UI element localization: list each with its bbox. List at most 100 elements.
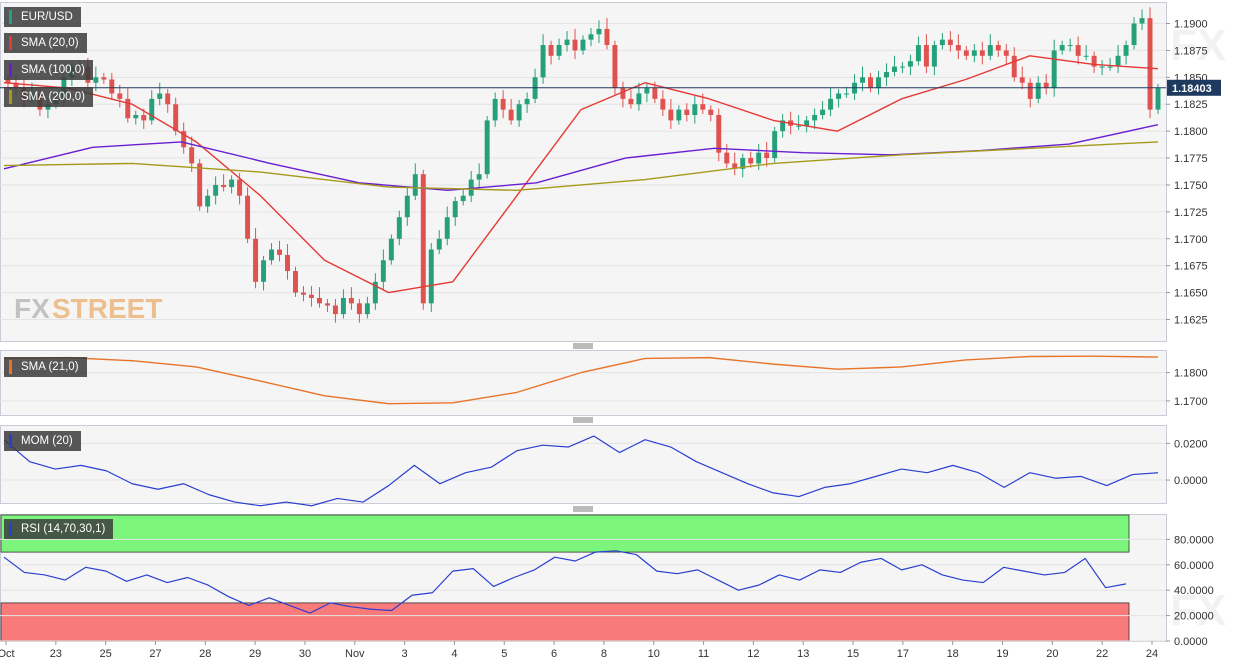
candle-body [316, 297, 322, 304]
candle-body [420, 174, 426, 304]
legend-sma100: SMA (100,0) [4, 60, 93, 80]
candle-body [412, 174, 418, 196]
rsi-y-tick-label: 60.0000 [1174, 560, 1214, 572]
sma20-label: SMA (20,0) [21, 37, 79, 49]
candle-body [876, 77, 881, 89]
x-tick-label: 20 [1046, 648, 1058, 660]
rsi-swatch [9, 522, 12, 536]
candle-body [229, 179, 235, 188]
price-y-tick-label: 1.1800 [1174, 126, 1208, 138]
x-tick-label: 12 [747, 648, 759, 660]
candle-body [1051, 50, 1057, 89]
candle-body [620, 88, 626, 99]
rsi-y-tick-label: 80.0000 [1174, 534, 1214, 546]
candle-body [636, 93, 642, 105]
candle-body [1147, 18, 1153, 110]
candle-body [1131, 23, 1137, 46]
candle-body [1083, 55, 1089, 57]
mom-swatch [9, 434, 12, 448]
candle-body [931, 45, 937, 67]
candle-body [1043, 82, 1049, 89]
x-tick-label: 3 [402, 648, 408, 660]
pane-resize-handles[interactable] [573, 343, 593, 512]
candle-body [1123, 45, 1129, 56]
candle-body [915, 45, 921, 62]
candle-body [1107, 66, 1113, 68]
candle-body [1019, 77, 1025, 83]
candle-body [772, 131, 778, 159]
candle-body [740, 158, 746, 169]
candle-body [860, 77, 865, 83]
sma100-swatch [9, 63, 12, 77]
candle-body [189, 147, 195, 164]
candle-body [556, 45, 562, 56]
pane-sma [0, 350, 1167, 416]
x-tick-label: 28 [199, 648, 211, 660]
price-series-0 [3, 55, 1159, 294]
sma21-y-tick-label: 1.1800 [1174, 368, 1208, 380]
candle-body [308, 294, 314, 298]
legend-symbol: EUR/USD [4, 7, 81, 27]
candle-body [732, 163, 738, 169]
legend-sma21: SMA (21,0) [4, 357, 87, 377]
price-y-tick-label: 1.1775 [1174, 153, 1208, 165]
candle-body [995, 45, 1001, 51]
candle-body [684, 109, 690, 115]
candles [5, 7, 1161, 323]
candle-body [436, 238, 442, 250]
candle-body [724, 152, 730, 164]
candle-body [692, 104, 698, 115]
candle-body [1099, 66, 1105, 68]
candle-body [604, 28, 610, 46]
candle-body [452, 201, 458, 218]
sma200-swatch [9, 90, 12, 104]
rsi-label: RSI (14,70,30,1) [21, 523, 106, 535]
legend-sma20: SMA (20,0) [4, 33, 87, 53]
price-y-tick-label: 1.1675 [1174, 261, 1208, 273]
candle-body [181, 131, 187, 148]
sma200-label: SMA (200,0) [21, 91, 85, 103]
x-tick-label: 6 [551, 648, 557, 660]
panel-frames [0, 2, 1167, 642]
candle-body [484, 120, 490, 175]
candle-body [716, 115, 722, 153]
candle-body [388, 238, 394, 261]
candle-body [644, 88, 650, 94]
candle-body [492, 98, 498, 121]
candle-body [165, 93, 171, 105]
x-tick-label: 13 [797, 648, 809, 660]
x-tick-label: Oct [0, 648, 15, 660]
candle-body [404, 195, 410, 218]
mom-line [3, 435, 1159, 507]
candle-body [947, 39, 953, 46]
svg-text:STREET: STREET [52, 293, 162, 324]
mom-y-tick-label: 0.0200 [1174, 438, 1208, 450]
sma100-label: SMA (100,0) [21, 64, 85, 76]
candle-body [939, 39, 945, 46]
x-axis-labels: Oct 23 25 27 28 29 30 Nov 3 4 5 6 8 10 11 12 13 15 17 18 19 2… [0, 641, 1158, 660]
candle-body [628, 98, 634, 105]
indicator-lines [0, 55, 1166, 614]
candle-body [324, 303, 330, 306]
candle-body [237, 179, 243, 196]
price-y-tick-label: 1.1825 [1174, 99, 1208, 111]
candle-body [804, 120, 810, 126]
candle-body [293, 271, 298, 293]
symbol-swatch [9, 10, 12, 24]
price-y-tick-label: 1.1900 [1174, 19, 1208, 31]
candle-body [1003, 50, 1009, 56]
candle-body [301, 292, 306, 295]
legend-mom: MOM (20) [4, 431, 81, 451]
x-tick-label: 5 [501, 648, 507, 660]
candle-body [372, 281, 378, 304]
candle-body [708, 109, 714, 115]
rsi-y-tick-label: 40.0000 [1174, 585, 1214, 597]
candle-body [133, 115, 139, 119]
candle-body [891, 66, 897, 72]
candle-body [540, 45, 546, 78]
candle-body [955, 45, 961, 51]
rsi-oversold-zone [0, 602, 1130, 642]
candle-body [564, 39, 570, 46]
candle-body [221, 184, 227, 188]
price-y-tick-label: 1.1650 [1174, 288, 1208, 300]
